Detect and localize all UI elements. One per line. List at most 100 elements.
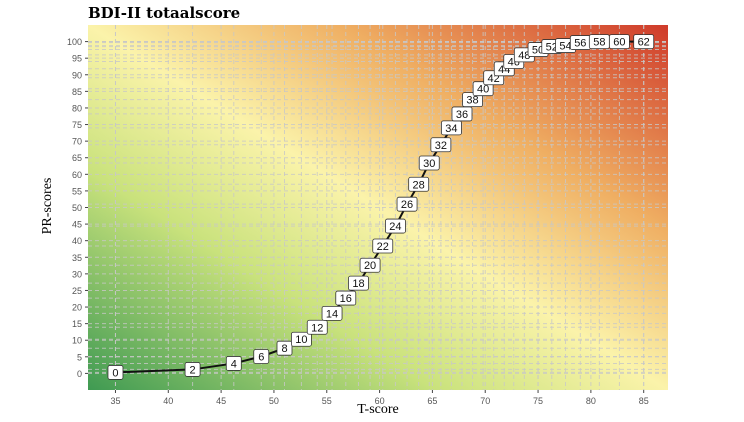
point-label-box <box>472 81 494 97</box>
y-tick-label: 95 <box>72 54 82 64</box>
x-tick-label: 35 <box>110 396 120 406</box>
y-tick-label: 50 <box>72 203 82 213</box>
point-label-text: 30 <box>423 158 435 170</box>
x-tick-label: 75 <box>533 396 543 406</box>
point-label-box <box>396 196 418 212</box>
point-label: 38 <box>462 92 483 108</box>
point-label-box <box>184 362 201 377</box>
point-label-box <box>451 106 473 122</box>
point-label-box <box>609 34 630 49</box>
y-tick-label: 25 <box>72 286 82 296</box>
point-label-text: 38 <box>466 95 478 107</box>
point-label: 36 <box>451 106 473 122</box>
y-tick-label: 40 <box>72 236 82 246</box>
point-label: 32 <box>430 137 452 153</box>
y-tick-label: 85 <box>72 87 82 97</box>
x-tick-label: 45 <box>216 396 226 406</box>
point-label: 62 <box>633 34 655 49</box>
y-tick-label: 45 <box>72 220 82 230</box>
point-label: 40 <box>472 81 494 97</box>
point-label-box <box>321 305 343 321</box>
x-tick-label: 70 <box>480 396 490 406</box>
point-label: 8 <box>276 340 293 356</box>
point-label-box <box>348 275 369 291</box>
point-label-box <box>372 238 394 254</box>
point-label: 4 <box>225 356 242 371</box>
point-label: 24 <box>385 218 406 234</box>
x-tick-label: 85 <box>639 396 649 406</box>
point-label: 18 <box>348 275 369 291</box>
y-tick-label: 30 <box>72 269 82 279</box>
point-label-box <box>253 349 270 364</box>
x-tick-label: 50 <box>269 396 279 406</box>
point-label: 14 <box>321 305 343 321</box>
point-label-text: 10 <box>295 334 307 346</box>
point-label-text: 0 <box>112 367 118 379</box>
point-label: 6 <box>253 349 270 364</box>
y-tick-label: 80 <box>72 103 82 113</box>
point-label: 10 <box>291 331 312 347</box>
point-label-text: 60 <box>613 37 625 49</box>
y-tick-label: 75 <box>72 120 82 130</box>
point-label-text: 16 <box>340 293 352 305</box>
y-tick-label: 35 <box>72 253 82 263</box>
point-label-text: 22 <box>377 241 389 253</box>
point-label: 0 <box>107 365 124 380</box>
point-label: 30 <box>418 155 440 171</box>
y-tick-label: 60 <box>72 170 82 180</box>
y-tick-label: 90 <box>72 70 82 80</box>
point-label-text: 12 <box>311 322 323 334</box>
point-label-text: 54 <box>559 41 571 53</box>
point-label-text: 40 <box>477 84 489 96</box>
point-label-text: 62 <box>638 37 650 49</box>
point-label-text: 6 <box>258 351 264 363</box>
point-label-text: 50 <box>532 45 544 57</box>
point-label: 2 <box>184 362 201 377</box>
y-tick-label: 100 <box>67 37 82 47</box>
point-label-text: 32 <box>435 140 447 152</box>
point-label-text: 34 <box>445 123 457 135</box>
point-label-box <box>430 137 452 153</box>
point-label-box <box>385 218 406 234</box>
point-label-text: 56 <box>574 38 586 50</box>
point-label-text: 52 <box>546 42 558 54</box>
point-label-box <box>335 290 357 306</box>
point-label-box <box>291 331 312 347</box>
y-tick-label: 15 <box>72 319 82 329</box>
x-tick-label: 80 <box>586 396 596 406</box>
point-label-text: 20 <box>364 260 376 272</box>
y-tick-label: 20 <box>72 303 82 313</box>
x-axis-label: T-score <box>357 402 399 417</box>
x-tick-label: 65 <box>427 396 437 406</box>
point-label: 20 <box>359 257 381 273</box>
y-tick-label: 5 <box>77 352 82 362</box>
point-label-box <box>107 365 124 380</box>
y-tick-label: 65 <box>72 153 82 163</box>
point-label-text: 2 <box>190 364 196 376</box>
point-label-box <box>441 120 462 136</box>
point-label: 28 <box>408 176 430 192</box>
point-label-box <box>306 319 328 335</box>
point-label-box <box>633 34 655 49</box>
point-label-box <box>418 155 440 171</box>
point-label-box <box>225 356 242 371</box>
y-tick-label: 55 <box>72 186 82 196</box>
point-label: 34 <box>441 120 462 136</box>
point-label-text: 26 <box>401 199 413 211</box>
point-label-box <box>276 340 293 356</box>
point-label-box <box>408 176 430 192</box>
point-label-box <box>462 92 483 108</box>
point-label-text: 8 <box>281 343 287 355</box>
x-tick-label: 40 <box>163 396 173 406</box>
x-tick-label: 60 <box>375 396 385 406</box>
y-tick-label: 70 <box>72 137 82 147</box>
point-label-text: 28 <box>413 179 425 191</box>
point-label-text: 24 <box>389 221 401 233</box>
point-label-text: 48 <box>518 50 530 62</box>
chart-title: BDI-II totaalscore <box>88 4 241 22</box>
point-label-text: 18 <box>352 278 364 290</box>
point-label: 60 <box>609 34 630 49</box>
point-label: 26 <box>396 196 418 212</box>
point-label-box <box>359 257 381 273</box>
point-label-text: 4 <box>231 358 237 370</box>
